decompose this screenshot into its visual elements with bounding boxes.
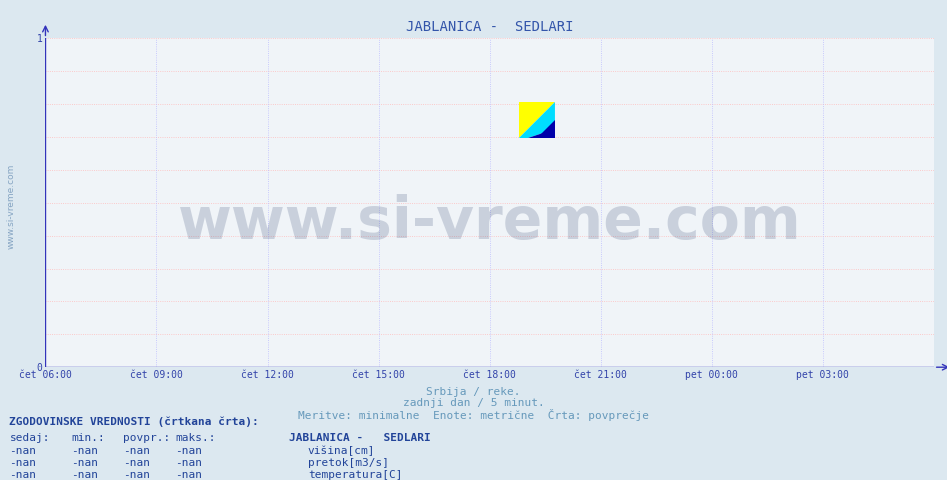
Text: -nan: -nan	[123, 457, 151, 468]
Polygon shape	[528, 129, 555, 138]
Text: pretok[m3/s]: pretok[m3/s]	[308, 457, 389, 468]
Polygon shape	[537, 120, 555, 138]
Text: JABLANICA -   SEDLARI: JABLANICA - SEDLARI	[289, 432, 431, 443]
Text: -nan: -nan	[175, 445, 203, 456]
Text: -nan: -nan	[9, 445, 37, 456]
Text: -nan: -nan	[9, 469, 37, 480]
Text: Meritve: minimalne  Enote: metrične  Črta: povprečje: Meritve: minimalne Enote: metrične Črta:…	[298, 409, 649, 421]
Text: -nan: -nan	[9, 457, 37, 468]
Text: -nan: -nan	[71, 457, 98, 468]
Text: -nan: -nan	[71, 469, 98, 480]
Polygon shape	[519, 102, 555, 138]
Text: min.:: min.:	[71, 432, 105, 443]
Text: temperatura[C]: temperatura[C]	[308, 469, 402, 480]
Text: zadnji dan / 5 minut.: zadnji dan / 5 minut.	[402, 398, 545, 408]
Title: JABLANICA -  SEDLARI: JABLANICA - SEDLARI	[406, 21, 573, 35]
Text: www.si-vreme.com: www.si-vreme.com	[178, 194, 801, 251]
Text: povpr.:: povpr.:	[123, 432, 170, 443]
Text: Srbija / reke.: Srbija / reke.	[426, 387, 521, 397]
Text: ZGODOVINSKE VREDNOSTI (črtkana črta):: ZGODOVINSKE VREDNOSTI (črtkana črta):	[9, 416, 259, 427]
Text: sedaj:: sedaj:	[9, 432, 50, 443]
Polygon shape	[519, 102, 555, 138]
Text: -nan: -nan	[71, 445, 98, 456]
Text: -nan: -nan	[175, 457, 203, 468]
Text: -nan: -nan	[175, 469, 203, 480]
Text: -nan: -nan	[123, 445, 151, 456]
Text: višina[cm]: višina[cm]	[308, 445, 375, 456]
Text: maks.:: maks.:	[175, 432, 216, 443]
Text: -nan: -nan	[123, 469, 151, 480]
Text: www.si-vreme.com: www.si-vreme.com	[7, 164, 16, 249]
